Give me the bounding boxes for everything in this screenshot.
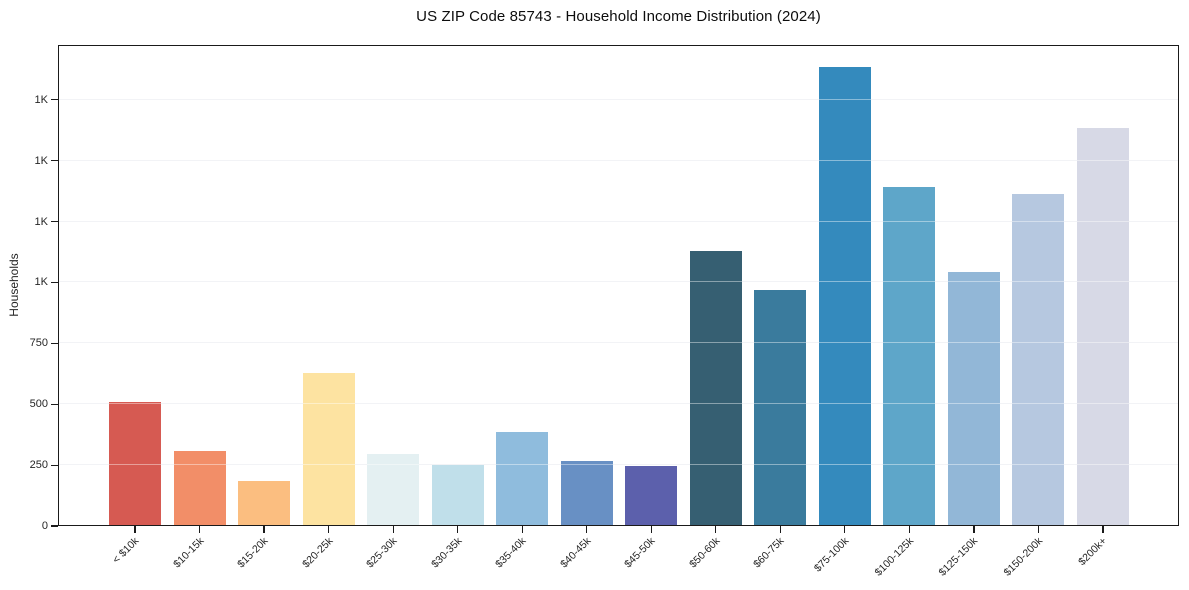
x-tick-mark xyxy=(327,526,330,533)
bar xyxy=(173,450,226,526)
x-tick-label: $75-100k xyxy=(811,535,852,575)
y-tick-label: 1K xyxy=(34,215,48,228)
y-tick-label: 1K xyxy=(34,154,48,167)
gridline-overlay xyxy=(58,98,1179,100)
gridline xyxy=(58,281,1179,283)
bar xyxy=(689,250,742,526)
x-tick-mark xyxy=(844,526,846,533)
x-tick-label: $20-25k xyxy=(299,535,336,571)
x-tick-label: $25-30k xyxy=(364,535,400,571)
bar xyxy=(1076,127,1129,526)
gridline xyxy=(58,464,1179,466)
bar xyxy=(238,480,291,526)
y-tick-mark xyxy=(51,281,58,284)
gridline-overlay xyxy=(58,342,1179,344)
bar xyxy=(109,401,161,526)
bar xyxy=(625,466,678,526)
bar xyxy=(818,66,871,526)
y-tick-mark xyxy=(51,342,58,344)
y-tick-mark xyxy=(51,160,58,162)
gridline-overlay xyxy=(58,403,1179,405)
bar xyxy=(302,372,355,526)
x-tick-label: < $10k xyxy=(110,535,142,566)
gridline xyxy=(58,159,1179,161)
x-tick-mark xyxy=(650,526,652,533)
x-tick-label: $10-15k xyxy=(170,535,207,571)
y-tick-mark xyxy=(51,403,58,405)
y-tick-label: 250 xyxy=(29,459,48,472)
x-tick-label: $100-125k xyxy=(872,535,916,579)
x-tick-mark xyxy=(198,526,201,533)
chart-title: US ZIP Code 85743 - Household Income Dis… xyxy=(416,8,821,25)
gridline xyxy=(58,98,1179,100)
x-tick-label: $125-150k xyxy=(936,535,981,579)
y-tick-label: 1K xyxy=(34,276,48,289)
x-tick-mark xyxy=(1037,526,1040,533)
y-tick-label: 500 xyxy=(29,398,48,411)
x-tick-label: $50-60k xyxy=(686,535,723,571)
y-tick-label: 750 xyxy=(29,337,48,350)
bar xyxy=(1012,193,1065,526)
x-tick-label: $40-45k xyxy=(557,535,594,571)
x-tick-mark xyxy=(263,526,265,533)
y-tick-mark xyxy=(51,464,58,466)
y-tick-label: 1K xyxy=(34,93,48,106)
x-tick-mark xyxy=(1102,526,1104,533)
x-tick-mark xyxy=(392,526,394,533)
gridline xyxy=(58,403,1179,405)
x-tick-label: $30-35k xyxy=(428,535,465,571)
bar xyxy=(431,465,484,526)
x-tick-mark xyxy=(908,526,910,533)
bar xyxy=(560,461,613,526)
gridline xyxy=(58,220,1179,222)
x-tick-mark xyxy=(779,526,781,533)
gridline-overlay xyxy=(58,159,1179,161)
y-tick-mark xyxy=(51,99,58,101)
gridline-overlay xyxy=(58,281,1179,283)
bar xyxy=(496,432,549,526)
x-tick-mark xyxy=(715,526,717,533)
x-tick-mark xyxy=(457,526,459,533)
x-tick-mark xyxy=(586,526,588,533)
y-tick-mark xyxy=(51,525,58,527)
bar xyxy=(947,271,1000,526)
bar xyxy=(883,187,936,526)
x-tick-mark xyxy=(521,526,523,533)
bar xyxy=(367,454,420,526)
x-tick-mark xyxy=(134,526,136,533)
gridline xyxy=(58,342,1179,344)
x-tick-label: $200k+ xyxy=(1076,535,1110,569)
gridline-overlay xyxy=(58,220,1179,222)
gridline-overlay xyxy=(58,464,1179,466)
x-tick-label: $150-200k xyxy=(1001,535,1045,579)
x-tick-label: $45-50k xyxy=(622,535,658,571)
x-tick-mark xyxy=(973,526,975,533)
plot-border xyxy=(58,45,1179,526)
x-tick-label: $15-20k xyxy=(235,535,271,571)
y-tick-mark xyxy=(51,220,58,223)
plot-area xyxy=(58,45,1179,526)
x-tick-label: $35-40k xyxy=(493,535,529,571)
bar xyxy=(754,289,807,526)
x-tick-label: $60-75k xyxy=(751,535,787,571)
y-tick-label: 0 xyxy=(41,520,48,532)
